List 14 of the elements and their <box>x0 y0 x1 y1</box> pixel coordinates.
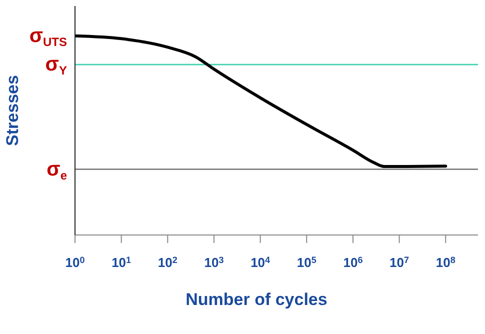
x-tick-label: 10$^{1}$ <box>112 255 132 270</box>
ref-line-label: σ$_{Y}$ <box>45 54 67 78</box>
ref-line-label: σ$_{e}$ <box>46 158 68 182</box>
x-tick-label: 10$^{0}$ <box>65 255 85 270</box>
y-axis-title: Stresses <box>3 75 22 146</box>
x-tick-label: 10$^{4}$ <box>250 255 270 270</box>
annotation: σ$_{UTS}$ <box>29 24 67 50</box>
x-tick-label: 10$^{5}$ <box>296 255 316 270</box>
x-tick-label: 10$^{6}$ <box>343 255 363 270</box>
x-tick-label: 10$^{8}$ <box>436 255 456 270</box>
x-tick-label: 10$^{3}$ <box>204 255 224 270</box>
x-axis-title: Number of cycles <box>186 290 328 309</box>
x-tick-label: 10$^{2}$ <box>158 255 178 270</box>
x-tick-label: 10$^{7}$ <box>390 255 410 270</box>
